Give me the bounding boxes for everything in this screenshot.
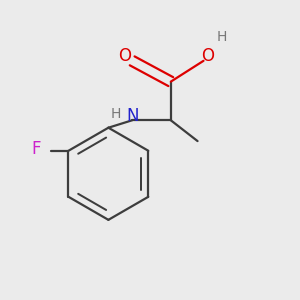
Text: O: O	[118, 47, 131, 65]
Text: O: O	[202, 47, 214, 65]
Text: F: F	[31, 140, 40, 158]
Text: N: N	[126, 107, 138, 125]
Text: H: H	[111, 107, 121, 121]
Text: H: H	[216, 30, 226, 44]
